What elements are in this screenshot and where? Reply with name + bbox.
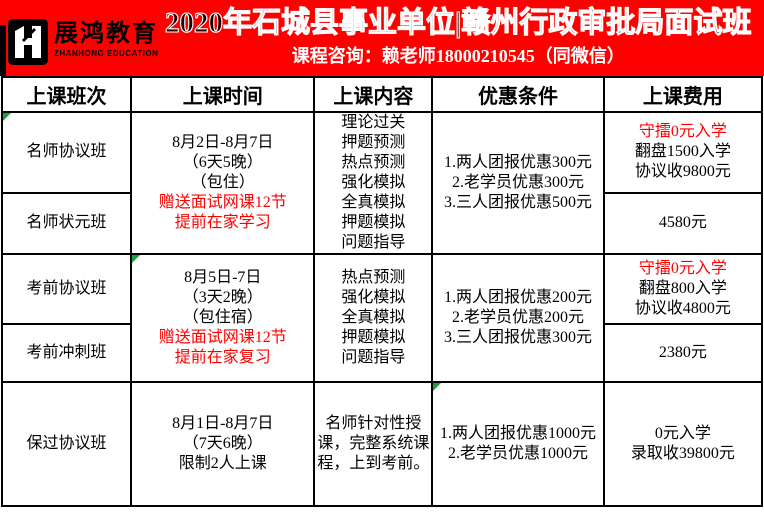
header-discount: 优惠条件 bbox=[431, 76, 605, 113]
fee-cell: 4580元 bbox=[602, 191, 764, 256]
fee-text: 0元入学 录取收39800元 bbox=[630, 425, 735, 462]
table-row: 考前协议班 8月5日-7日 （3天2晚） （包住宿） 赠送面试网课12节 提前在… bbox=[0, 253, 764, 383]
fee-cell: 守擂0元入学 翻盘800入学 协议收4800元 bbox=[602, 253, 764, 325]
left-edge-strip bbox=[0, 25, 6, 76]
class-name: 保过协议班 bbox=[26, 435, 107, 452]
fee-highlight: 守擂0元入学 bbox=[638, 260, 727, 277]
cell-corner-marker bbox=[133, 256, 141, 263]
time-cell: 8月2日-8月7日 （6天5晚） （包住） 赠送面试网课12节 提前在家学习 bbox=[130, 111, 316, 255]
time-text: 8月5日-7日 （3天2晚） （包住宿） bbox=[182, 269, 263, 326]
header-time: 上课时间 bbox=[130, 76, 316, 113]
table-row: 保过协议班 8月1日-8月7日 （7天6晚） 限制2人上课 名师针对性授课，完整… bbox=[0, 381, 764, 507]
content-cell: 热点预测 强化模拟 全真模拟 押题模拟 问题指导 bbox=[313, 253, 434, 383]
fee-cell: 0元入学 录取收39800元 bbox=[602, 381, 764, 507]
fee-text: 2380元 bbox=[658, 344, 707, 361]
class-name-cell: 名师协议班 bbox=[0, 111, 133, 194]
time-text: 8月1日-8月7日 （7天6晚） 限制2人上课 bbox=[172, 415, 274, 472]
header-fee: 上课费用 bbox=[602, 76, 764, 113]
fee-text: 翻盘800入学 协议收4800元 bbox=[634, 280, 731, 317]
discount-cell: 1.两人团报优惠300元 2.老学员优惠300元 3.三人团报优惠500元 bbox=[431, 111, 605, 255]
fee-text: 4580元 bbox=[658, 214, 707, 232]
content-text: 理论过关 押题预测 热点预测 强化模拟 全真模拟 押题模拟 问题指导 bbox=[341, 114, 406, 251]
header-class: 上课班次 bbox=[0, 76, 133, 113]
page-title: 2020年石城县事业单位|赣州行政审批局面试班 bbox=[164, 7, 752, 40]
discount-cell: 1.两人团报优惠1000元 2.老学员优惠1000元 bbox=[431, 381, 605, 507]
time-text: 8月2日-8月7日 （6天5晚） （包住） bbox=[172, 134, 274, 191]
zhanhong-logo-icon bbox=[8, 19, 48, 65]
logo-text: 展鸿教育 ZHANHONG EDUCATION bbox=[54, 19, 158, 58]
time-bonus-text: 赠送面试网课12节 提前在家复习 bbox=[158, 329, 287, 366]
logo: 展鸿教育 ZHANHONG EDUCATION bbox=[0, 11, 158, 65]
fee-cell: 2380元 bbox=[602, 323, 764, 383]
discount-cell: 1.两人团报优惠200元 2.老学员优惠200元 3.三人团报优惠300元 bbox=[431, 253, 605, 383]
table-row: 名师状元班 4580元 bbox=[0, 191, 764, 256]
discount-text: 1.两人团报优惠300元 2.老学员优惠300元 3.三人团报优惠500元 bbox=[444, 154, 593, 211]
fee-cell: 守擂0元入学 翻盘1500入学 协议收9800元 bbox=[602, 111, 764, 194]
discount-text: 1.两人团报优惠200元 2.老学员优惠200元 3.三人团报优惠300元 bbox=[444, 289, 593, 346]
logo-name-en: ZHANHONG EDUCATION bbox=[54, 49, 159, 58]
cell-corner-marker bbox=[4, 113, 11, 121]
table-row: 考前冲刺班 2380元 bbox=[0, 323, 764, 383]
class-name-cell: 保过协议班 bbox=[0, 381, 133, 507]
class-name: 考前冲刺班 bbox=[26, 344, 107, 361]
class-name-cell: 考前协议班 bbox=[0, 253, 133, 325]
time-cell: 8月1日-8月7日 （7天6晚） 限制2人上课 bbox=[130, 381, 316, 507]
content-cell: 名师针对性授课，完整系统课程，上到考前。 bbox=[313, 381, 434, 507]
header-content: 上课内容 bbox=[313, 76, 434, 113]
content-text: 名师针对性授课，完整系统课程，上到考前。 bbox=[317, 415, 430, 472]
table-row: 名师协议班 8月2日-8月7日 （6天5晚） （包住） 赠送面试网课12节 提前… bbox=[0, 111, 764, 255]
class-name-cell: 考前冲刺班 bbox=[0, 323, 133, 383]
time-cell: 8月5日-7日 （3天2晚） （包住宿） 赠送面试网课12节 提前在家复习 bbox=[130, 253, 316, 383]
discount-text: 1.两人团报优惠1000元 2.老学员优惠1000元 bbox=[440, 425, 597, 462]
banner-text: 2020年石城县事业单位|赣州行政审批局面试班 课程咨询：赖老师18000210… bbox=[158, 7, 764, 67]
header-row: 上课班次 上课时间 上课内容 优惠条件 上课费用 bbox=[0, 76, 764, 113]
class-name: 名师协议班 bbox=[26, 143, 107, 161]
class-name: 考前协议班 bbox=[26, 280, 107, 297]
cell-corner-marker bbox=[434, 384, 442, 391]
contact-line: 课程咨询：赖老师18000210545（同微信） bbox=[291, 45, 625, 66]
fee-highlight: 守擂0元入学 bbox=[638, 123, 727, 141]
course-table: 上课班次 上课时间 上课内容 优惠条件 上课费用 名师协议班 8月2日-8月7日… bbox=[0, 76, 764, 507]
logo-name-cn: 展鸿教育 bbox=[54, 20, 158, 47]
fee-text: 翻盘1500入学 协议收9800元 bbox=[634, 143, 731, 181]
class-name-cell: 名师状元班 bbox=[0, 191, 133, 256]
time-bonus-text: 赠送面试网课12节 提前在家学习 bbox=[158, 194, 287, 231]
class-name: 名师状元班 bbox=[26, 214, 107, 232]
banner: 展鸿教育 ZHANHONG EDUCATION 2020年石城县事业单位|赣州行… bbox=[0, 0, 764, 76]
content-text: 热点预测 强化模拟 全真模拟 押题模拟 问题指导 bbox=[341, 269, 406, 366]
content-cell: 理论过关 押题预测 热点预测 强化模拟 全真模拟 押题模拟 问题指导 bbox=[313, 111, 434, 255]
